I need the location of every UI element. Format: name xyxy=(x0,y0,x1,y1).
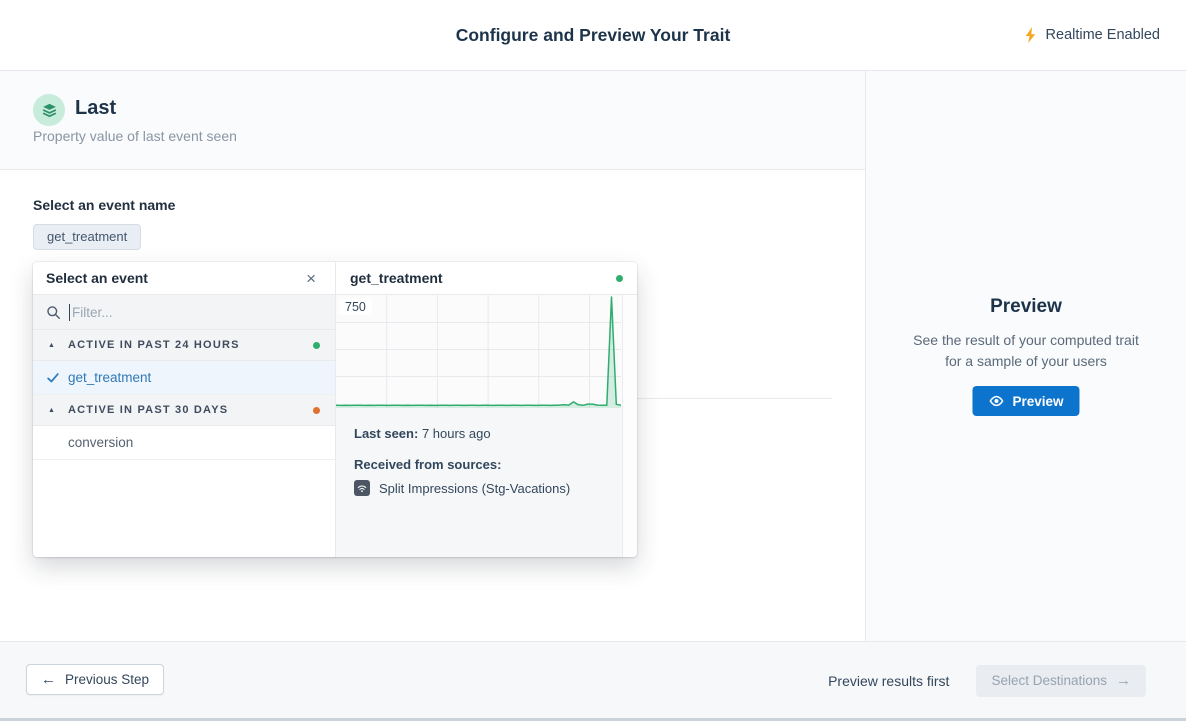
event-volume-chart: 750 xyxy=(336,295,622,408)
previous-step-label: Previous Step xyxy=(65,672,150,687)
source-row: Split Impressions (Stg-Vacations) xyxy=(354,480,604,496)
preview-description: See the result of your computed trait fo… xyxy=(913,332,1139,369)
preview-panel: Preview See the result of your computed … xyxy=(865,71,1186,641)
last-trait-icon xyxy=(33,94,65,126)
trait-description: Property value of last event seen xyxy=(33,128,237,144)
y-axis-tick-label: 750 xyxy=(339,299,372,315)
event-detail-info: Last seen: 7 hours ago Received from sou… xyxy=(336,408,622,557)
scrollbar-gutter[interactable] xyxy=(622,295,637,557)
last-seen-value: 7 hours ago xyxy=(421,426,491,441)
green-status-dot xyxy=(313,341,320,349)
preview-button[interactable]: Preview xyxy=(972,386,1080,416)
select-destinations-button[interactable]: Select Destinations → xyxy=(976,664,1146,697)
event-item-label: get_treatment xyxy=(68,370,152,385)
trait-header: Last Property value of last event seen xyxy=(0,71,865,170)
list-empty-space xyxy=(33,460,335,557)
event-item-get-treatment[interactable]: get_treatment xyxy=(33,361,335,395)
preview-title: Preview xyxy=(990,296,1062,317)
sources-label: Received from sources: xyxy=(354,457,502,472)
trait-name: Last xyxy=(75,97,117,119)
event-detail-header: get_treatment xyxy=(336,262,637,295)
select-destinations-label: Select Destinations xyxy=(991,673,1107,688)
orange-status-dot xyxy=(313,406,320,414)
source-wifi-icon xyxy=(354,480,370,496)
selected-event-chip[interactable]: get_treatment xyxy=(33,224,142,250)
event-list-column: Select an event × Filter... ▲ ACTIVE IN … xyxy=(33,262,336,557)
search-icon xyxy=(47,305,61,319)
event-item-conversion[interactable]: conversion xyxy=(33,426,335,460)
footer: ← Previous Step Preview results first Se… xyxy=(0,641,1186,718)
event-name-label: Select an event name xyxy=(33,197,176,213)
event-picker-popup: Select an event × Filter... ▲ ACTIVE IN … xyxy=(33,262,637,557)
realtime-label: Realtime Enabled xyxy=(1045,27,1160,43)
close-icon[interactable]: × xyxy=(306,268,316,288)
lightning-icon xyxy=(1025,27,1035,43)
group-header-24-hours[interactable]: ▲ ACTIVE IN PAST 24 HOURS xyxy=(33,330,335,361)
last-seen-label: Last seen: xyxy=(354,426,419,441)
realtime-status: Realtime Enabled xyxy=(1023,0,1160,70)
preview-button-label: Preview xyxy=(1012,393,1064,409)
page-bottom-edge xyxy=(0,718,1186,721)
group-header-30-days[interactable]: ▲ ACTIVE IN PAST 30 DAYS xyxy=(33,395,335,426)
event-picker-header: Select an event × xyxy=(33,262,335,295)
previous-step-button[interactable]: ← Previous Step xyxy=(26,664,165,695)
event-item-label: conversion xyxy=(68,435,134,450)
collapse-icon: ▲ xyxy=(48,341,55,349)
text-cursor xyxy=(69,303,70,321)
filter-placeholder: Filter... xyxy=(72,304,113,320)
collapse-icon: ▲ xyxy=(48,406,55,414)
event-sparkline-svg xyxy=(336,295,621,408)
eye-icon xyxy=(989,395,1004,407)
arrow-left-icon: ← xyxy=(41,671,56,688)
event-picker-title: Select an event xyxy=(46,270,148,286)
filter-input[interactable]: Filter... xyxy=(33,295,335,330)
event-detail-column: get_treatment 750 Last seen: 7 hours ago… xyxy=(336,262,637,557)
page-title: Configure and Preview Your Trait xyxy=(455,25,731,45)
header: Configure and Preview Your Trait Realtim… xyxy=(0,0,1186,71)
arrow-right-icon: → xyxy=(1116,672,1131,689)
source-name: Split Impressions (Stg-Vacations) xyxy=(379,480,571,496)
footer-hint: Preview results first xyxy=(828,672,950,689)
green-status-dot xyxy=(616,274,623,282)
check-icon xyxy=(46,371,62,385)
event-detail-title: get_treatment xyxy=(350,270,443,286)
